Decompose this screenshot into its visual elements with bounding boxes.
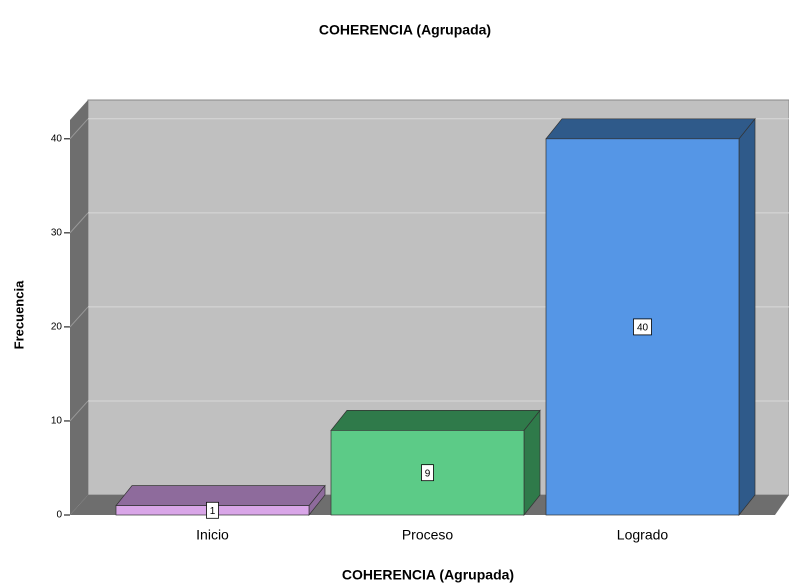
y-tick-label: 0 bbox=[56, 510, 62, 521]
bar-top bbox=[545, 118, 756, 140]
x-axis-title: COHERENCIA (Agrupada) bbox=[342, 567, 514, 583]
value-label: 40 bbox=[637, 323, 649, 334]
chart-title: COHERENCIA (Agrupada) bbox=[319, 22, 491, 38]
bar-side bbox=[738, 117, 756, 516]
grid-line bbox=[69, 118, 89, 140]
value-label: 9 bbox=[425, 468, 431, 479]
y-tick-label: 40 bbox=[51, 133, 63, 144]
y-tick-label: 10 bbox=[51, 416, 63, 427]
grid-line bbox=[69, 400, 89, 422]
grid-line bbox=[69, 306, 89, 328]
value-label-box bbox=[633, 318, 652, 336]
x-tick-label: Inicio bbox=[196, 527, 229, 543]
value-label: 1 bbox=[210, 506, 216, 517]
y-tick-label: 20 bbox=[51, 322, 63, 333]
grid-line bbox=[69, 212, 89, 234]
value-label-box bbox=[206, 501, 219, 519]
y-tick-label: 30 bbox=[51, 227, 63, 238]
x-tick-label: Logrado bbox=[617, 527, 669, 543]
x-tick-label: Proceso bbox=[402, 527, 454, 543]
bar-top bbox=[115, 485, 326, 506]
left-wall bbox=[70, 100, 88, 515]
y-axis-title: Frecuencia bbox=[11, 280, 26, 349]
bar-top bbox=[330, 410, 541, 431]
value-label-box bbox=[421, 464, 434, 482]
